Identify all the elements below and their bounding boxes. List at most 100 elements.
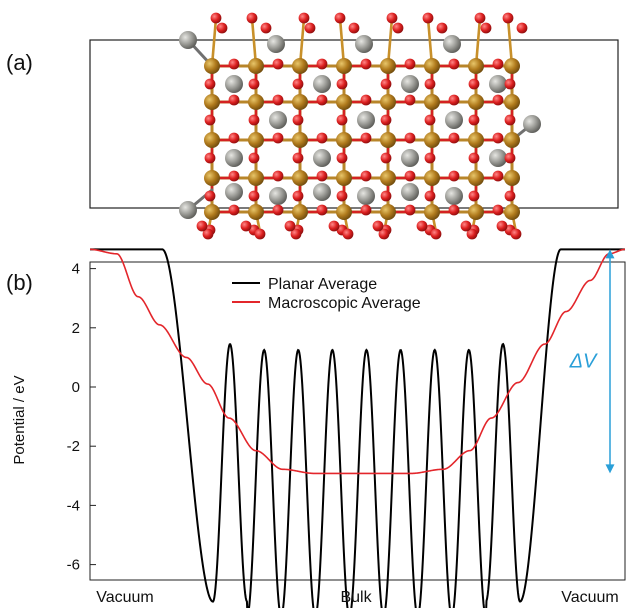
oxygen-atom (448, 204, 460, 216)
oxygen-atom (204, 78, 216, 90)
bond (386, 16, 394, 68)
oxygen-atom (504, 78, 516, 90)
oxygen-atom (348, 22, 360, 34)
oxygen-atom (516, 22, 528, 34)
oxygen-atom (378, 228, 390, 240)
gold-atom (380, 58, 396, 74)
oxygen-atom (246, 12, 258, 24)
oxygen-atom (342, 228, 354, 240)
gold-atom (468, 132, 484, 148)
bond (474, 16, 482, 68)
gold-atom (424, 204, 440, 220)
grey-atom (355, 35, 373, 53)
x-label-vacuum-left: Vacuum (96, 589, 154, 606)
y-tick-label: -4 (67, 497, 80, 514)
x-label-vacuum-right: Vacuum (561, 589, 619, 606)
bond (426, 16, 434, 68)
oxygen-atom (204, 114, 216, 126)
oxygen-atom (468, 114, 480, 126)
oxygen-atom (502, 12, 514, 24)
gold-atom (468, 58, 484, 74)
grey-atom (313, 183, 331, 201)
oxygen-atom (416, 220, 428, 232)
oxygen-atom (228, 204, 240, 216)
oxygen-atom (360, 58, 372, 70)
oxygen-atom (448, 94, 460, 106)
oxygen-atom (422, 12, 434, 24)
oxygen-atom (204, 152, 216, 164)
gold-atom (336, 204, 352, 220)
grey-atom (401, 183, 419, 201)
oxygen-atom (510, 228, 522, 240)
oxygen-atom (492, 132, 504, 144)
oxygen-atom (292, 190, 304, 202)
oxygen-atom (272, 94, 284, 106)
crystal-structure (89, 12, 619, 240)
oxygen-atom (328, 220, 340, 232)
bond (298, 16, 306, 68)
grey-atom (357, 187, 375, 205)
oxygen-atom (424, 152, 436, 164)
oxygen-atom (360, 94, 372, 106)
plot-frame (89, 261, 626, 581)
gold-atom (336, 58, 352, 74)
oxygen-atom (210, 12, 222, 24)
oxygen-atom (360, 204, 372, 216)
oxygen-atom (380, 152, 392, 164)
oxygen-atom (492, 170, 504, 182)
gold-atom (248, 170, 264, 186)
oxygen-atom (316, 132, 328, 144)
gold-atom (292, 94, 308, 110)
grey-atom (523, 115, 541, 133)
gold-atom (468, 94, 484, 110)
oxygen-atom (298, 12, 310, 24)
grey-atom (313, 149, 331, 167)
oxygen-atom (240, 220, 252, 232)
gold-atom (248, 94, 264, 110)
oxygen-atom (248, 190, 260, 202)
oxygen-atom (474, 12, 486, 24)
oxygen-atom (436, 22, 448, 34)
grey-atom (489, 149, 507, 167)
oxygen-atom (260, 22, 272, 34)
y-axis-ticks: 4 2 0 -2 -4 -6 (67, 261, 96, 574)
gold-atom (292, 170, 308, 186)
gold-atom (424, 94, 440, 110)
oxygen-atom (336, 114, 348, 126)
gold-atom (468, 170, 484, 186)
delta-v-label: ΔV (569, 350, 598, 372)
oxygen-atom (290, 228, 302, 240)
bond (506, 16, 514, 68)
oxygen-atom (316, 204, 328, 216)
oxygen-atom (228, 132, 240, 144)
gold-atom (504, 58, 520, 74)
oxygen-atom (460, 220, 472, 232)
oxygen-atom (404, 58, 416, 70)
y-tick-label: 0 (72, 379, 80, 396)
oxygen-atom (504, 190, 516, 202)
gold-atom (292, 204, 308, 220)
oxygen-atom (424, 190, 436, 202)
oxygen-atom (272, 58, 284, 70)
gold-atom (424, 170, 440, 186)
oxygen-atom (380, 78, 392, 90)
panel-label-b: (b) (6, 270, 33, 295)
gold-atom (204, 94, 220, 110)
oxygen-atom (380, 114, 392, 126)
x-label-bulk: Bulk (340, 589, 372, 606)
oxygen-atom (228, 58, 240, 70)
oxygen-atom (404, 170, 416, 182)
gold-atom (248, 204, 264, 220)
grey-atom (225, 149, 243, 167)
gold-atom (204, 170, 220, 186)
oxygen-atom (492, 58, 504, 70)
oxygen-atom (228, 170, 240, 182)
oxygen-atom (504, 114, 516, 126)
gold-atom (292, 132, 308, 148)
oxygen-atom (254, 228, 266, 240)
gold-atom (424, 58, 440, 74)
grey-atom (179, 31, 197, 49)
legend-label-macroscopic: Macroscopic Average (268, 295, 421, 312)
grey-atom (313, 75, 331, 93)
